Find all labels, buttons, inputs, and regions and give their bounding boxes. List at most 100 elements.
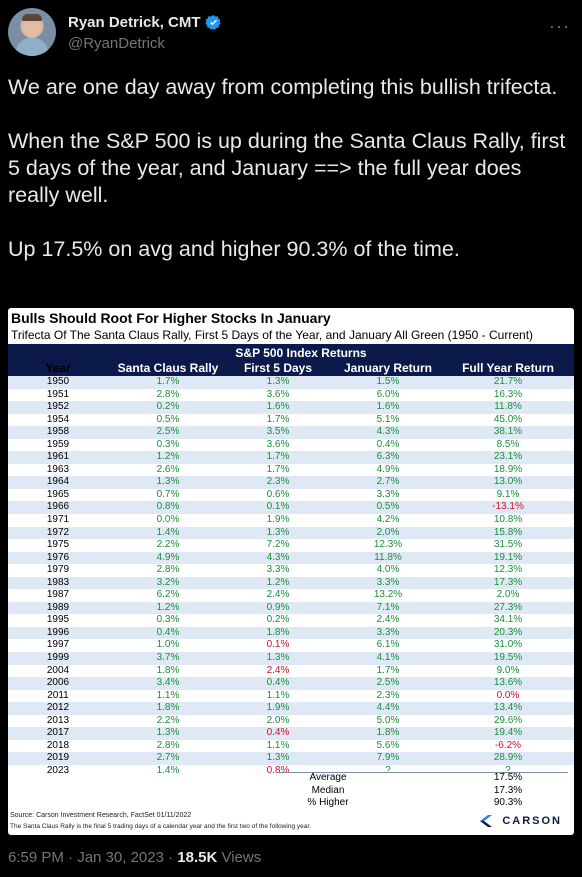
table-subtitle: Trifecta Of The Santa Claus Rally, First… [11,328,534,342]
column-header-first5: First 5 Days [243,361,313,375]
table-row: 1954 0.5% 1.7% 5.1% 45.0% [8,414,574,427]
cell-full-year-return: 20.3% [493,626,523,638]
cell-santa-claus-rally: 0.3% [156,438,180,450]
table-row: 2013 2.2% 2.0% 5.0% 29.6% [8,715,574,728]
cell-year: 2013 [46,714,70,726]
cell-first-5-days: 1.8% [266,626,290,638]
cell-first-5-days: 1.2% [266,576,290,588]
cell-year: 1961 [46,451,70,463]
column-header-january: January Return [343,361,433,375]
cell-january-return: 4.9% [376,463,400,475]
cell-first-5-days: 0.1% [266,639,290,651]
cell-santa-claus-rally: 0.3% [156,614,180,626]
table-row: 1951 2.8% 3.6% 6.0% 16.3% [8,389,574,402]
cell-full-year-return: 11.8% [494,401,522,413]
cell-january-return: 4.0% [376,564,400,576]
cell-year: 1999 [46,652,70,664]
tweet-timestamp[interactable]: 6:59 PM · Jan 30, 2023 · [8,849,178,866]
stats-divider [278,772,568,773]
cell-santa-claus-rally: 1.2% [156,601,180,613]
avatar-face [23,16,41,38]
cell-first-5-days: 2.4% [266,589,290,601]
avatar[interactable] [8,8,56,56]
cell-santa-claus-rally: 1.8% [156,664,180,676]
stat-label: Average [309,772,347,783]
cell-january-return: 1.8% [376,727,400,739]
table-row: 1987 6.2% 2.4% 13.2% 2.0% [8,589,574,602]
table-row: 1976 4.9% 4.3% 11.8% 19.1% [8,551,574,565]
cell-full-year-return: 17.3% [493,576,523,588]
cell-year: 1997 [46,639,70,651]
table-row: 2018 2.8% 1.1% 5.6% -6.2% [8,740,574,753]
cell-january-return: 11.8% [374,551,402,563]
cell-santa-claus-rally: 1.4% [156,526,180,538]
cell-january-return: 2.4% [376,614,400,626]
cell-santa-claus-rally: 0.4% [156,626,180,638]
cell-year: 1954 [46,413,70,425]
table-row: 2006 3.4% 0.4% 2.5% 13.6% [8,677,574,690]
author-name-row[interactable]: Ryan Detrick, CMT [68,14,222,31]
cell-full-year-return: 19.1% [493,551,523,563]
cell-santa-claus-rally: 0.0% [156,514,180,526]
more-options-icon[interactable]: ··· [549,16,570,36]
cell-full-year-return: 28.9% [493,752,523,764]
cell-santa-claus-rally: 1.1% [156,689,180,701]
cell-santa-claus-rally: 2.6% [156,463,180,475]
stat-value: 17.3% [493,784,523,796]
cell-january-return: 0.5% [376,501,400,513]
cell-january-return: 7.9% [376,752,400,764]
cell-first-5-days: 0.4% [266,727,290,739]
cell-year: 2017 [46,727,70,739]
cell-full-year-return: 21.7% [493,376,523,387]
author-name[interactable]: Ryan Detrick, CMT [68,14,201,31]
table-row: 1958 2.5% 3.5% 4.3% 38.1% [8,426,574,439]
cell-full-year-return: 19.5% [493,652,523,664]
cell-first-5-days: 1.9% [266,702,290,714]
cell-january-return: 2.0% [376,526,400,538]
table-row: 1965 0.7% 0.6% 3.3% 9.1% [8,489,574,502]
cell-january-return: 2.3% [376,689,400,701]
table-row: 1971 0.0% 1.9% 4.2% 10.8% [8,514,574,527]
cell-year: 1975 [46,539,70,551]
tweet-header: Ryan Detrick, CMT @RyanDetrick ··· [8,8,574,60]
cell-santa-claus-rally: 2.5% [156,426,180,438]
cell-full-year-return: 0.0% [496,689,520,701]
cell-santa-claus-rally: 1.7% [156,376,180,387]
cell-first-5-days: 1.3% [266,652,290,664]
author-handle[interactable]: @RyanDetrick [68,35,165,52]
cell-santa-claus-rally: 3.4% [156,677,180,689]
carson-chevron-icon [480,815,493,827]
cell-santa-claus-rally: 2.8% [156,388,180,400]
cell-santa-claus-rally: 1.8% [156,702,180,714]
cell-full-year-return: 23.1% [493,451,523,463]
table-source: Source: Carson Investment Research, Fact… [10,812,192,819]
table-row: 1972 1.4% 1.3% 2.0% 15.8% [8,526,574,540]
cell-santa-claus-rally: 1.4% [156,764,180,776]
cell-year: 1976 [46,551,70,563]
cell-january-return: ? [385,764,391,776]
cell-january-return: 0.4% [376,438,400,450]
cell-santa-claus-rally: 3.7% [156,652,180,664]
cell-first-5-days: 1.6% [266,401,290,413]
cell-january-return: 1.5% [376,376,400,387]
tweet-text: We are one day away from completing this… [8,74,574,290]
cell-santa-claus-rally: 1.0% [156,639,180,651]
cell-first-5-days: 0.8% [266,764,290,776]
stat-label: % Higher [307,797,349,808]
cell-january-return: 13.2% [373,589,403,601]
cell-first-5-days: 3.6% [266,438,290,450]
cell-full-year-return: 34.1% [493,614,523,626]
cell-year: 1958 [46,426,70,438]
cell-january-return: 4.4% [376,702,400,714]
tweet-meta: 6:59 PM · Jan 30, 2023 · 18.5K Views [8,849,261,866]
cell-year: 1996 [46,626,70,638]
cell-year: 1952 [46,401,70,413]
cell-year: 2004 [46,664,70,676]
table-band-title: S&P 500 Index Returns [235,346,367,360]
cell-january-return: 1.7% [376,664,400,676]
cell-full-year-return: 12.3% [493,564,523,576]
attached-table-image[interactable]: Bulls Should Root For Higher Stocks In J… [8,308,574,835]
cell-january-return: 5.6% [376,739,400,751]
cell-full-year-return: 29.6% [493,714,523,726]
cell-first-5-days: 1.7% [266,451,290,463]
